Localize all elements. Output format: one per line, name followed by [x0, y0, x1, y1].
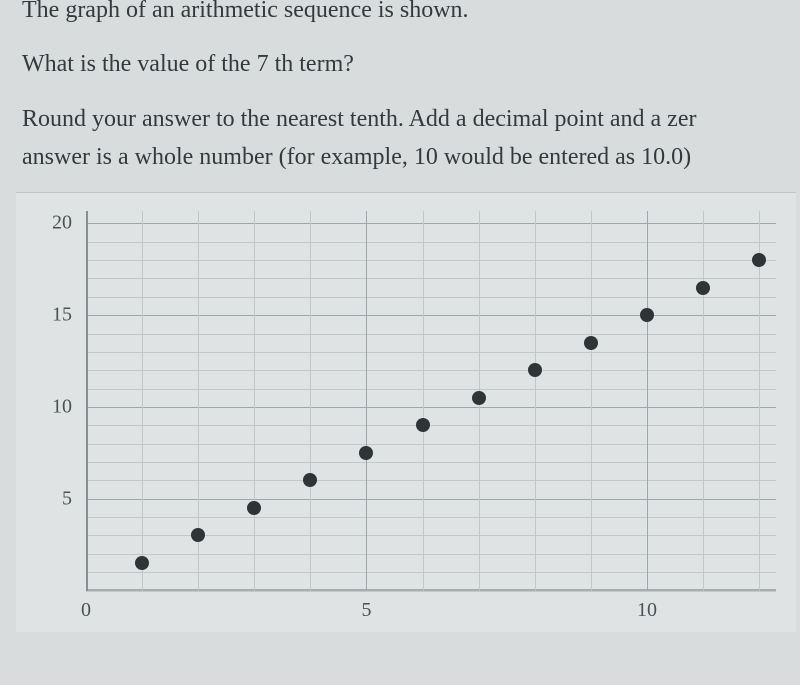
data-point [135, 556, 149, 570]
y-axis-label: 10 [52, 395, 86, 418]
gridline-v-minor [591, 211, 592, 591]
gridline-h-minor [86, 517, 776, 518]
gridline-h-major [86, 223, 776, 224]
data-point [191, 528, 205, 542]
x-axis-label: 5 [361, 591, 371, 622]
gridline-h-minor [86, 352, 776, 353]
gridline-v-minor [142, 211, 143, 591]
gridline-h-minor [86, 425, 776, 426]
gridline-v-minor [703, 211, 704, 591]
gridline-h-minor [86, 242, 776, 243]
gridline-v-minor [759, 211, 760, 591]
data-point [416, 418, 430, 432]
gridline-h-minor [86, 444, 776, 445]
x-axis-label: 0 [81, 591, 91, 622]
gridline-v-major [647, 211, 648, 591]
gridline-h-minor [86, 554, 776, 555]
gridline-h-major [86, 315, 776, 316]
data-point [359, 446, 373, 460]
y-axis-label: 20 [52, 212, 86, 235]
data-point [303, 473, 317, 487]
scatter-chart: 5 10 15 20 0 5 10 [16, 192, 796, 632]
gridline-v-major [366, 211, 367, 591]
gridline-h-minor [86, 480, 776, 481]
y-axis-label: 5 [62, 487, 86, 510]
gridline-v-minor [310, 211, 311, 591]
gridline-h-minor [86, 297, 776, 298]
gridline-v-major [86, 211, 88, 591]
data-point [472, 391, 486, 405]
question-prompt: What is the value of the 7 th term? [22, 48, 778, 80]
gridline-h-minor [86, 334, 776, 335]
gridline-h-major [86, 499, 776, 500]
question-page: The graph of an arithmetic sequence is s… [0, 0, 800, 632]
gridline-h-minor [86, 462, 776, 463]
plot-area: 51015200510 [86, 211, 776, 591]
data-point [584, 336, 598, 350]
gridline-h-minor [86, 370, 776, 371]
gridline-h-minor [86, 389, 776, 390]
gridline-v-minor [254, 211, 255, 591]
data-point [528, 363, 542, 377]
y-axis-label: 15 [52, 304, 86, 327]
question-instruction-1: Round your answer to the nearest tenth. … [22, 103, 778, 135]
question-instruction-2: answer is a whole number (for example, 1… [22, 141, 778, 173]
gridline-h-minor [86, 591, 776, 592]
question-intro: The graph of an arithmetic sequence is s… [22, 0, 778, 26]
gridline-h-minor [86, 572, 776, 573]
gridline-v-minor [423, 211, 424, 591]
data-point [640, 308, 654, 322]
gridline-h-minor [86, 278, 776, 279]
data-point [752, 253, 766, 267]
gridline-h-minor [86, 260, 776, 261]
data-point [696, 281, 710, 295]
gridline-h-minor [86, 535, 776, 536]
x-axis-label: 10 [637, 591, 657, 622]
data-point [247, 501, 261, 515]
gridline-v-minor [535, 211, 536, 591]
gridline-h-major [86, 407, 776, 408]
